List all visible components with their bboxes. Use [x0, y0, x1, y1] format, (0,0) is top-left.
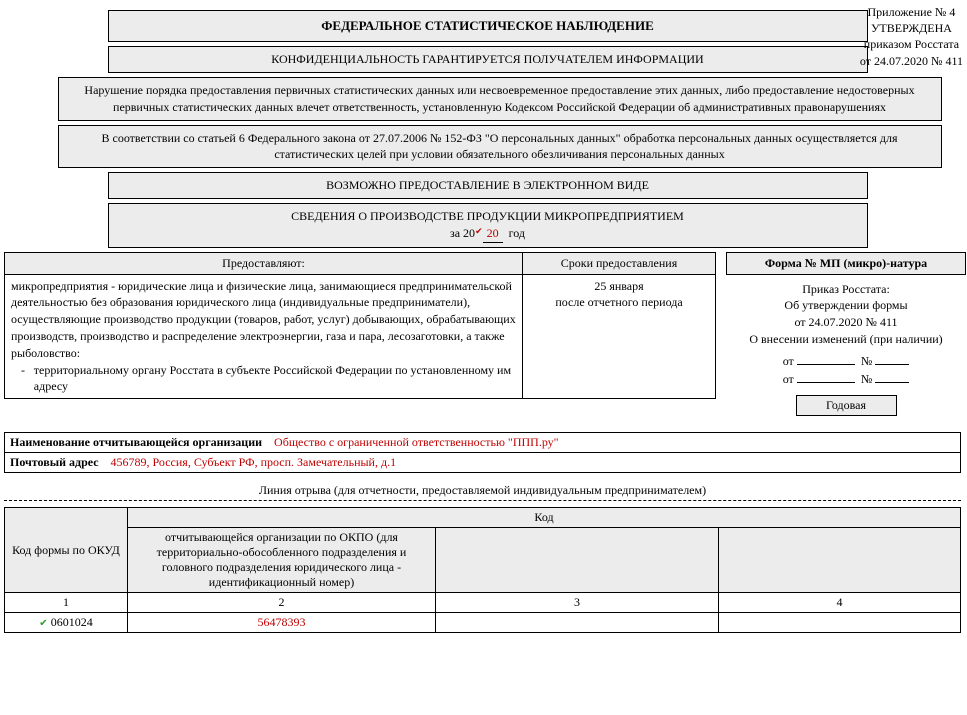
report-title-box: СВЕДЕНИЯ О ПРОИЗВОДСТВЕ ПРОДУКЦИИ МИКРОП… — [108, 203, 868, 248]
year-value[interactable]: 20 — [483, 225, 503, 243]
provide-list: - территориальному органу Росстата в суб… — [11, 362, 516, 396]
org-addr-value[interactable]: 456789, Россия, Субъект РФ, просп. Замеч… — [111, 455, 397, 469]
amend-num-2[interactable] — [875, 370, 909, 383]
dash-icon: - — [21, 362, 34, 396]
colnum-2: 2 — [128, 593, 436, 613]
org-addr-label: Почтовый адрес — [10, 455, 99, 469]
org-block: Наименование отчитывающейся организации … — [4, 432, 961, 633]
code-3-value[interactable] — [436, 613, 719, 633]
approval-line-4: от 24.07.2020 № 411 — [860, 53, 963, 69]
approval-line-3: приказом Росстата — [860, 36, 963, 52]
provide-body-cell: микропредприятия - юридические лица и фи… — [5, 274, 523, 399]
amend-date-2[interactable] — [797, 370, 855, 383]
approval-block: Приложение № 4 УТВЕРЖДЕНА приказом Росст… — [860, 4, 963, 69]
colnum-3: 3 — [436, 593, 719, 613]
deadline-cell: 25 января после отчетного периода — [523, 274, 716, 399]
code-col-4 — [719, 528, 961, 593]
order-line-2: Об утверждении формы — [726, 297, 966, 314]
confidentiality-box: КОНФИДЕНЦИАЛЬНОСТЬ ГАРАНТИРУЕТСЯ ПОЛУЧАТ… — [108, 46, 868, 73]
deadline-line-1: 25 января — [529, 278, 709, 295]
colnum-1: 1 — [5, 593, 128, 613]
year-prefix: за 20 — [450, 226, 475, 240]
org-name-row: Наименование отчитывающейся организации … — [5, 433, 961, 453]
okud-value-cell: ✔ 0601024 — [5, 613, 128, 633]
violation-box: Нарушение порядка предоставления первичн… — [58, 77, 942, 121]
code-4-value[interactable] — [719, 613, 961, 633]
provide-item: территориальному органу Росстата в субъе… — [34, 362, 516, 396]
okud-header: Код формы по ОКУД — [5, 508, 128, 593]
org-addr-row: Почтовый адрес 456789, Россия, Субъект Р… — [5, 453, 961, 473]
from-label-2: от — [783, 372, 794, 386]
okpo-value[interactable]: 56478393 — [128, 613, 436, 633]
provide-header-right: Сроки предоставления — [523, 252, 716, 274]
provide-header-left: Предоставляют: — [5, 252, 523, 274]
provide-intro: микропредприятия - юридические лица и фи… — [11, 278, 516, 362]
order-line-3: от 24.07.2020 № 411 — [726, 314, 966, 331]
code-header: Код — [128, 508, 961, 528]
form-info-panel: Форма № МП (микро)-натура Приказ Росстат… — [726, 252, 966, 417]
amend-row-2: от № — [726, 370, 966, 388]
electronic-box: ВОЗМОЖНО ПРЕДОСТАВЛЕНИЕ В ЭЛЕКТРОННОМ ВИ… — [108, 172, 868, 199]
deadline-line-2: после отчетного периода — [529, 294, 709, 311]
order-line-1: Приказ Росстата: — [726, 281, 966, 298]
order-lines: Приказ Росстата: Об утверждении формы от… — [726, 281, 966, 388]
provide-table: Предоставляют: Сроки предоставления микр… — [4, 252, 716, 400]
main-column: ФЕДЕРАЛЬНОЕ СТАТИСТИЧЕСКОЕ НАБЛЮДЕНИЕ КО… — [108, 4, 868, 248]
codes-table: Код формы по ОКУД Код отчитывающейся орг… — [4, 507, 961, 633]
amend-row-1: от № — [726, 352, 966, 370]
code-col-3 — [436, 528, 719, 593]
num-label-1: № — [861, 354, 872, 368]
okpo-header: отчитывающейся организации по ОКПО (для … — [128, 528, 436, 593]
tear-line: Линия отрыва (для отчетности, предоставл… — [4, 481, 961, 501]
colnum-4: 4 — [719, 593, 961, 613]
mid-row: Предоставляют: Сроки предоставления микр… — [4, 252, 967, 417]
amend-date-1[interactable] — [797, 352, 855, 365]
personal-data-box: В соответствии со статьей 6 Федерального… — [58, 125, 942, 169]
okud-value: 0601024 — [51, 615, 93, 629]
org-table: Наименование отчитывающейся организации … — [4, 432, 961, 473]
report-title-text: СВЕДЕНИЯ О ПРОИЗВОДСТВЕ ПРОДУКЦИИ МИКРОП… — [121, 208, 855, 225]
amend-num-1[interactable] — [875, 352, 909, 365]
tick-icon: ✔ — [475, 226, 483, 236]
periodicity-box: Годовая — [796, 395, 897, 416]
order-line-4: О внесении изменений (при наличии) — [726, 331, 966, 348]
from-label-1: от — [783, 354, 794, 368]
num-label-2: № — [861, 372, 872, 386]
report-year-line: за 20✔20 год — [121, 225, 855, 243]
form-name-box: Форма № МП (микро)-натура — [726, 252, 966, 275]
org-name-value[interactable]: Общество с ограниченной ответственностью… — [274, 435, 559, 449]
org-name-label: Наименование отчитывающейся организации — [10, 435, 262, 449]
approval-line-1: Приложение № 4 — [860, 4, 963, 20]
check-icon: ✔ — [39, 618, 47, 629]
approval-line-2: УТВЕРЖДЕНА — [860, 20, 963, 36]
year-suffix: год — [509, 226, 525, 240]
title-box: ФЕДЕРАЛЬНОЕ СТАТИСТИЧЕСКОЕ НАБЛЮДЕНИЕ — [108, 10, 868, 42]
